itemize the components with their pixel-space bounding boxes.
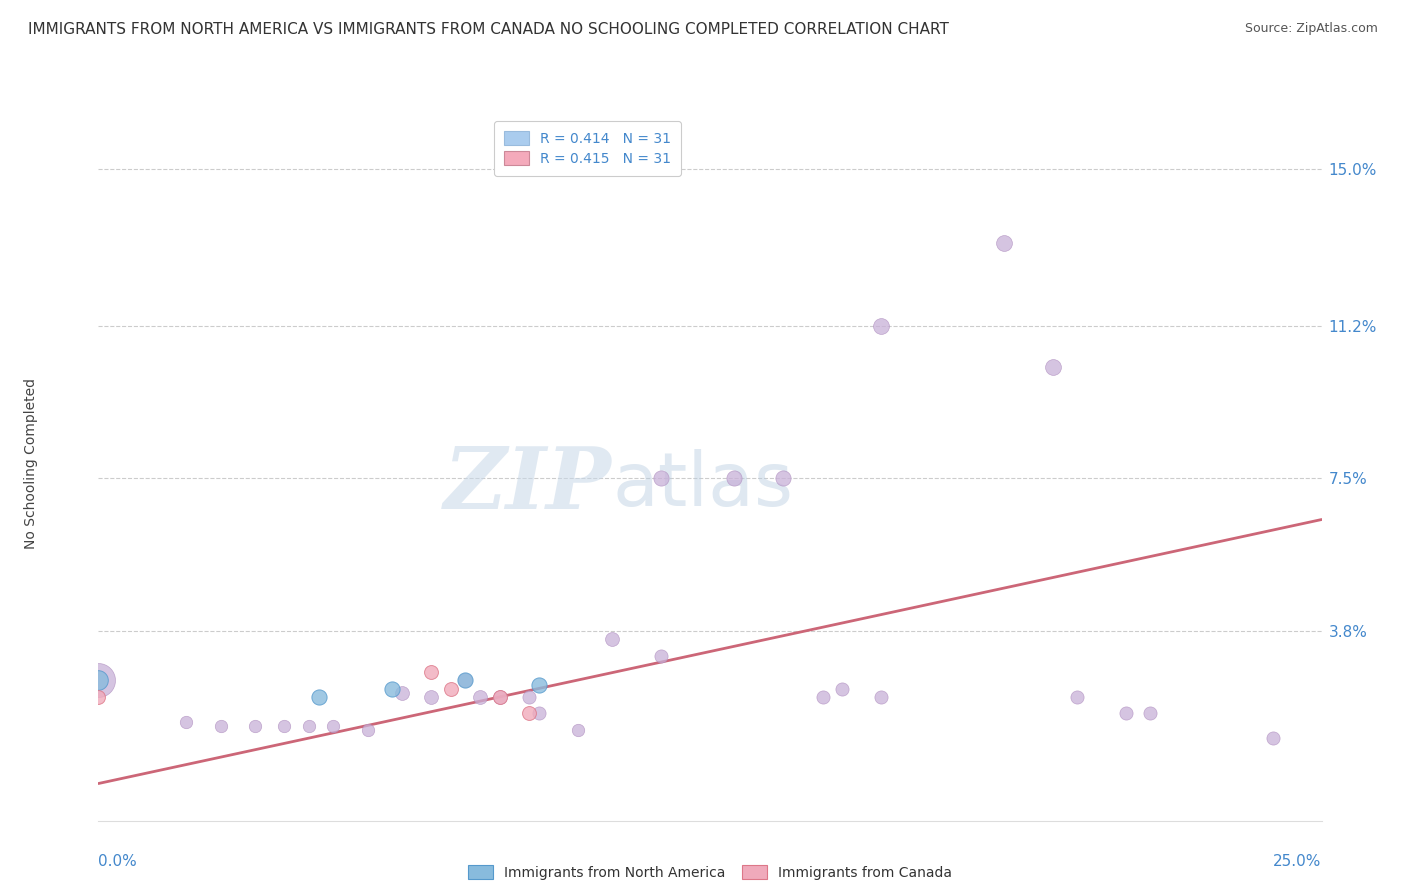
Text: 0.0%: 0.0% (98, 854, 138, 869)
Point (600, 632, 623, 647)
Point (1261, 731, 1284, 746)
Point (723, 471, 745, 485)
Point (831, 681, 853, 696)
Point (440, 681, 463, 696)
Point (772, 471, 794, 485)
Point (468, 690, 491, 704)
Point (1139, 706, 1161, 721)
Point (870, 690, 893, 704)
Point (273, 719, 295, 733)
Point (87, 690, 110, 704)
Point (391, 686, 413, 700)
Point (650, 648, 672, 663)
Point (420, 665, 443, 680)
Point (209, 719, 232, 733)
Point (1115, 706, 1137, 721)
Text: Source: ZipAtlas.com: Source: ZipAtlas.com (1244, 22, 1378, 36)
Point (527, 677, 550, 691)
Point (993, 236, 1015, 251)
Point (243, 719, 266, 733)
Point (87, 673, 110, 688)
Legend: Immigrants from North America, Immigrants from Canada: Immigrants from North America, Immigrant… (463, 859, 957, 885)
Point (308, 690, 330, 704)
Point (176, 714, 198, 729)
Point (527, 706, 550, 721)
Point (381, 681, 404, 696)
Point (322, 719, 344, 733)
Point (454, 673, 477, 688)
Point (1066, 690, 1088, 704)
Point (488, 690, 510, 704)
Point (298, 719, 321, 733)
Point (870, 318, 893, 333)
Point (454, 673, 477, 688)
Point (811, 690, 834, 704)
Point (650, 471, 672, 485)
Text: ZIP: ZIP (444, 443, 612, 527)
Point (517, 706, 540, 721)
Text: atlas: atlas (612, 449, 793, 522)
Point (1042, 359, 1064, 374)
Point (356, 723, 378, 737)
Text: No Schooling Completed: No Schooling Completed (24, 378, 38, 549)
Text: IMMIGRANTS FROM NORTH AMERICA VS IMMIGRANTS FROM CANADA NO SCHOOLING COMPLETED C: IMMIGRANTS FROM NORTH AMERICA VS IMMIGRA… (28, 22, 949, 37)
Point (567, 723, 589, 737)
Text: 25.0%: 25.0% (1274, 854, 1322, 869)
Point (517, 690, 540, 704)
Point (488, 690, 510, 704)
Point (87, 673, 110, 688)
Point (420, 690, 443, 704)
